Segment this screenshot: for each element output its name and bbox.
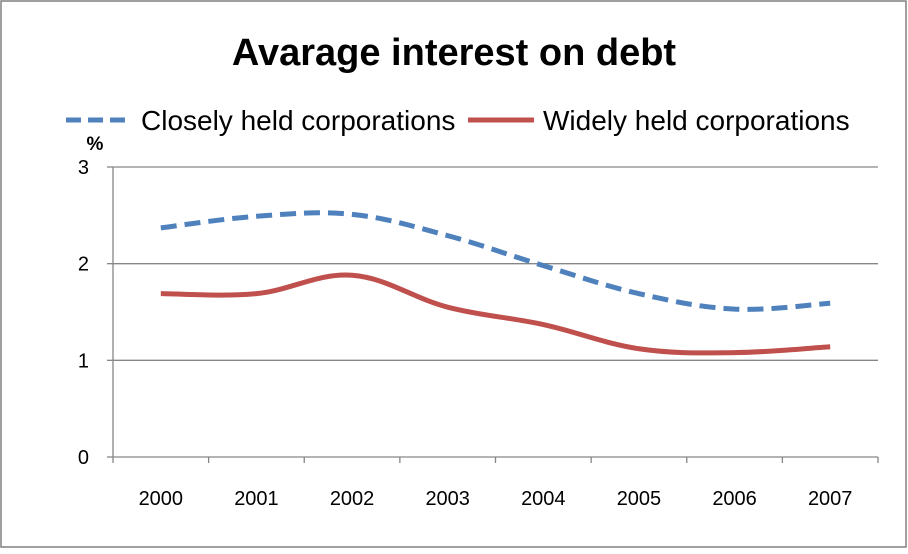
- data-point: [734, 309, 735, 310]
- data-point: [543, 265, 544, 266]
- x-axis-ticks: 2000 2001 2002 2003 2004 2005 2006 2007: [112, 457, 879, 510]
- data-point: [256, 293, 257, 294]
- y-tick-label: 3: [78, 157, 89, 179]
- legend-label-1: Widely held corporations: [543, 105, 850, 136]
- data-point: [734, 352, 735, 353]
- legend-label-0: Closely held corporations: [141, 105, 455, 136]
- y-axis-ticks: 0 1 2 3: [78, 157, 113, 469]
- series-layer: [160, 210, 831, 356]
- data-point: [830, 303, 831, 304]
- data-point: [638, 348, 639, 349]
- series-line-1: [160, 272, 831, 356]
- x-tick-label: 2002: [330, 488, 375, 510]
- x-tick-label: 2003: [425, 488, 470, 510]
- data-point: [447, 307, 448, 308]
- x-tick-label: 2006: [712, 488, 757, 510]
- legend: Closely held corporations Widely held cor…: [66, 105, 850, 136]
- data-point: [638, 293, 639, 294]
- x-tick-label: 2005: [617, 488, 662, 510]
- x-tick-label: 2007: [808, 488, 853, 510]
- data-point: [160, 227, 161, 228]
- y-tick-label: 1: [78, 350, 89, 372]
- y-tick-label: 0: [78, 447, 89, 469]
- x-tick-label: 2000: [139, 488, 184, 510]
- data-point: [543, 324, 544, 325]
- x-tick-label: 2001: [234, 488, 279, 510]
- chart-title: Avarage interest on debt: [232, 32, 676, 74]
- data-point: [352, 275, 353, 276]
- x-tick-label: 2004: [521, 488, 566, 510]
- data-point: [447, 235, 448, 236]
- series-line-0: [160, 210, 831, 312]
- data-point: [352, 214, 353, 215]
- data-point: [256, 216, 257, 217]
- y-tick-label: 2: [78, 254, 89, 276]
- data-point: [830, 346, 831, 347]
- y-axis-unit-label: %: [87, 134, 104, 155]
- data-point: [160, 293, 161, 294]
